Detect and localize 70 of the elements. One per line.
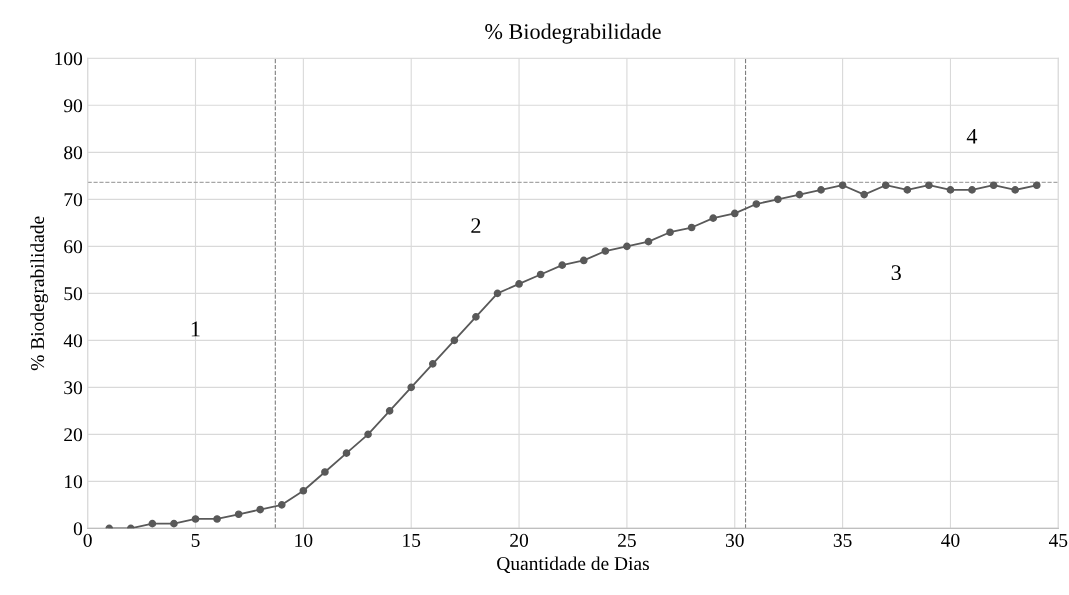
y-tick-label: 90: [63, 99, 83, 113]
y-tick-label: 50: [64, 287, 83, 301]
x-tick-label: 10: [295, 533, 313, 547]
x-tick-label: 30: [725, 533, 744, 547]
point: [1011, 186, 1019, 194]
y-tick-label: 30: [64, 381, 83, 395]
x-tick-label: 15: [403, 533, 421, 547]
x-tick-label: 40: [941, 533, 960, 547]
point: [795, 190, 804, 199]
annotation: 4: [966, 128, 978, 144]
point: [925, 181, 933, 190]
x-axis-title: Quantidade de Dias: [497, 556, 649, 574]
point: [838, 181, 847, 190]
point: [644, 237, 653, 246]
y-tick-label: 60: [64, 240, 83, 254]
point: [666, 228, 674, 237]
point: [191, 515, 200, 523]
annotation: 1: [191, 321, 200, 337]
point: [342, 449, 351, 457]
y-tick-label: 70: [64, 193, 83, 207]
point: [989, 181, 998, 190]
y-tick-label: 40: [63, 334, 83, 348]
y-tick-label: 80: [64, 146, 83, 160]
point: [774, 195, 782, 204]
point: [903, 186, 912, 194]
point: [752, 200, 761, 208]
point: [968, 186, 976, 194]
point: [623, 242, 631, 251]
point: [385, 407, 394, 415]
point: [601, 247, 610, 255]
point: [817, 186, 825, 194]
point: [170, 519, 178, 528]
y-tick-label: 100: [55, 52, 83, 66]
x-tick-label: 5: [191, 533, 200, 547]
x-tick-label: 25: [618, 533, 636, 547]
point: [536, 270, 545, 279]
point: [299, 486, 308, 495]
point: [1032, 181, 1041, 190]
point: [213, 515, 221, 523]
x-tick-label: 35: [833, 533, 852, 547]
point: [493, 289, 502, 298]
point: [450, 336, 459, 345]
point: [148, 519, 157, 528]
point: [579, 256, 588, 265]
point: [472, 313, 480, 321]
point: [881, 181, 890, 190]
x-tick-label: 0: [83, 533, 92, 547]
point: [277, 501, 286, 509]
point: [558, 261, 567, 269]
point: [407, 383, 416, 392]
x-tick-label: 45: [1048, 533, 1068, 547]
x-tick-label: 20: [510, 533, 529, 547]
chart-title: % Biodegrabilidade: [485, 23, 661, 44]
y-axis-title: % Biodegrabilidade: [30, 216, 49, 371]
point: [687, 223, 696, 232]
point: [730, 209, 739, 218]
y-tick-label: 0: [73, 522, 83, 536]
point: [428, 360, 437, 368]
point: [860, 190, 868, 199]
point: [256, 505, 265, 514]
point: [709, 214, 718, 222]
y-tick-label: 10: [65, 475, 83, 489]
point: [364, 430, 372, 439]
annotation: 2: [471, 218, 481, 233]
point: [515, 280, 523, 288]
y-tick-label: 20: [64, 428, 83, 442]
annotation: 3: [891, 265, 901, 281]
point: [234, 510, 243, 519]
point: [946, 186, 955, 194]
point: [321, 468, 329, 476]
